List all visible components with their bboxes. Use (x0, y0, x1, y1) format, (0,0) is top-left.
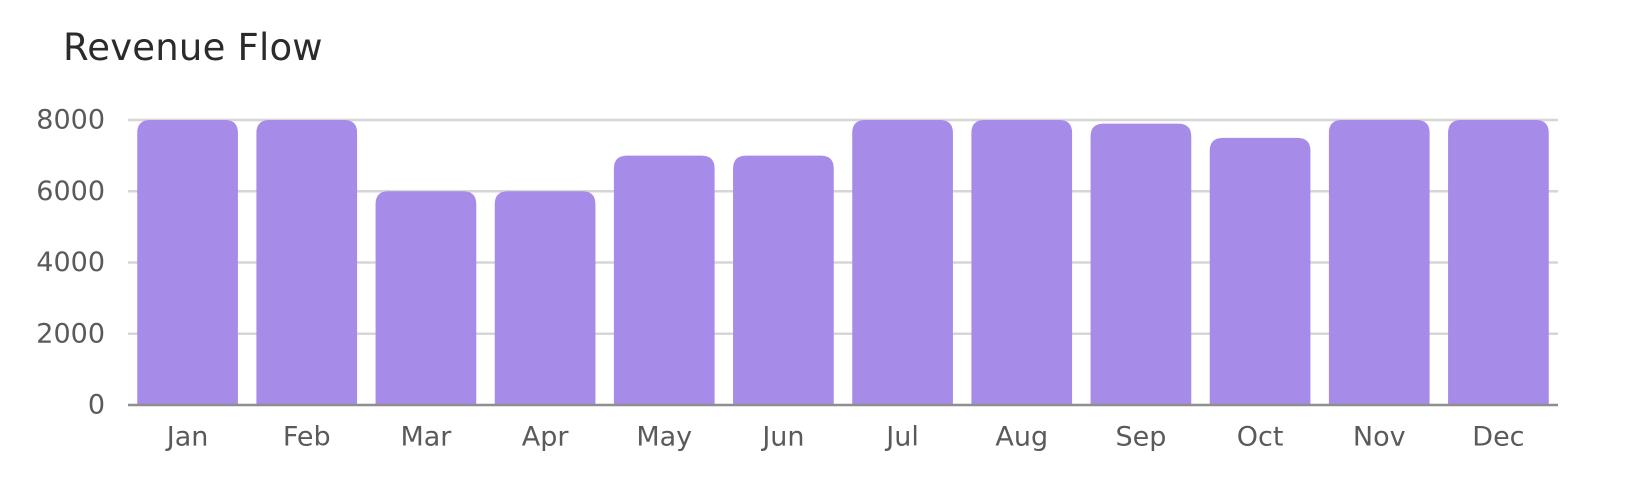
x-tick-label: Jul (884, 422, 919, 453)
y-tick-label: 0 (88, 390, 105, 421)
y-axis-ticks: 0 2000 4000 6000 8000 (36, 105, 105, 421)
x-tick-label: Aug (995, 422, 1048, 453)
x-tick-label: Nov (1353, 422, 1406, 453)
x-tick-label: Oct (1237, 422, 1284, 453)
bar-jun[interactable] (733, 155, 834, 405)
bar-dec[interactable] (1448, 120, 1549, 405)
x-axis-ticks: Jan Feb Mar Apr May Jun Jul Aug Sep Oct Nov Dec (165, 422, 1525, 453)
y-tick-label: 2000 (36, 318, 105, 349)
bar-apr[interactable] (494, 191, 596, 405)
y-tick-label: 6000 (36, 176, 105, 207)
x-tick-label: Sep (1115, 422, 1166, 453)
bar-may[interactable] (613, 155, 715, 405)
x-tick-label: Apr (522, 422, 570, 453)
x-tick-label: Jun (760, 422, 804, 453)
x-tick-label: May (636, 422, 692, 453)
bar-feb[interactable] (256, 120, 358, 405)
x-tick-label: Dec (1472, 422, 1524, 453)
bar-sep[interactable] (1090, 123, 1192, 405)
x-tick-label: Mar (400, 422, 452, 453)
bar-mar[interactable] (375, 191, 477, 405)
bar-aug[interactable] (971, 120, 1073, 405)
x-tick-label: Feb (283, 422, 331, 453)
grid-lines (128, 118, 1558, 335)
bar-jan[interactable] (137, 120, 238, 405)
y-tick-label: 8000 (36, 105, 105, 136)
bar-oct[interactable] (1209, 137, 1311, 405)
y-tick-label: 4000 (36, 247, 105, 278)
x-tick-label: Jan (165, 422, 209, 453)
chart-title: Revenue Flow (63, 26, 323, 69)
bar-nov[interactable] (1328, 120, 1430, 405)
bar-jul[interactable] (852, 120, 953, 405)
bars (137, 120, 1549, 405)
